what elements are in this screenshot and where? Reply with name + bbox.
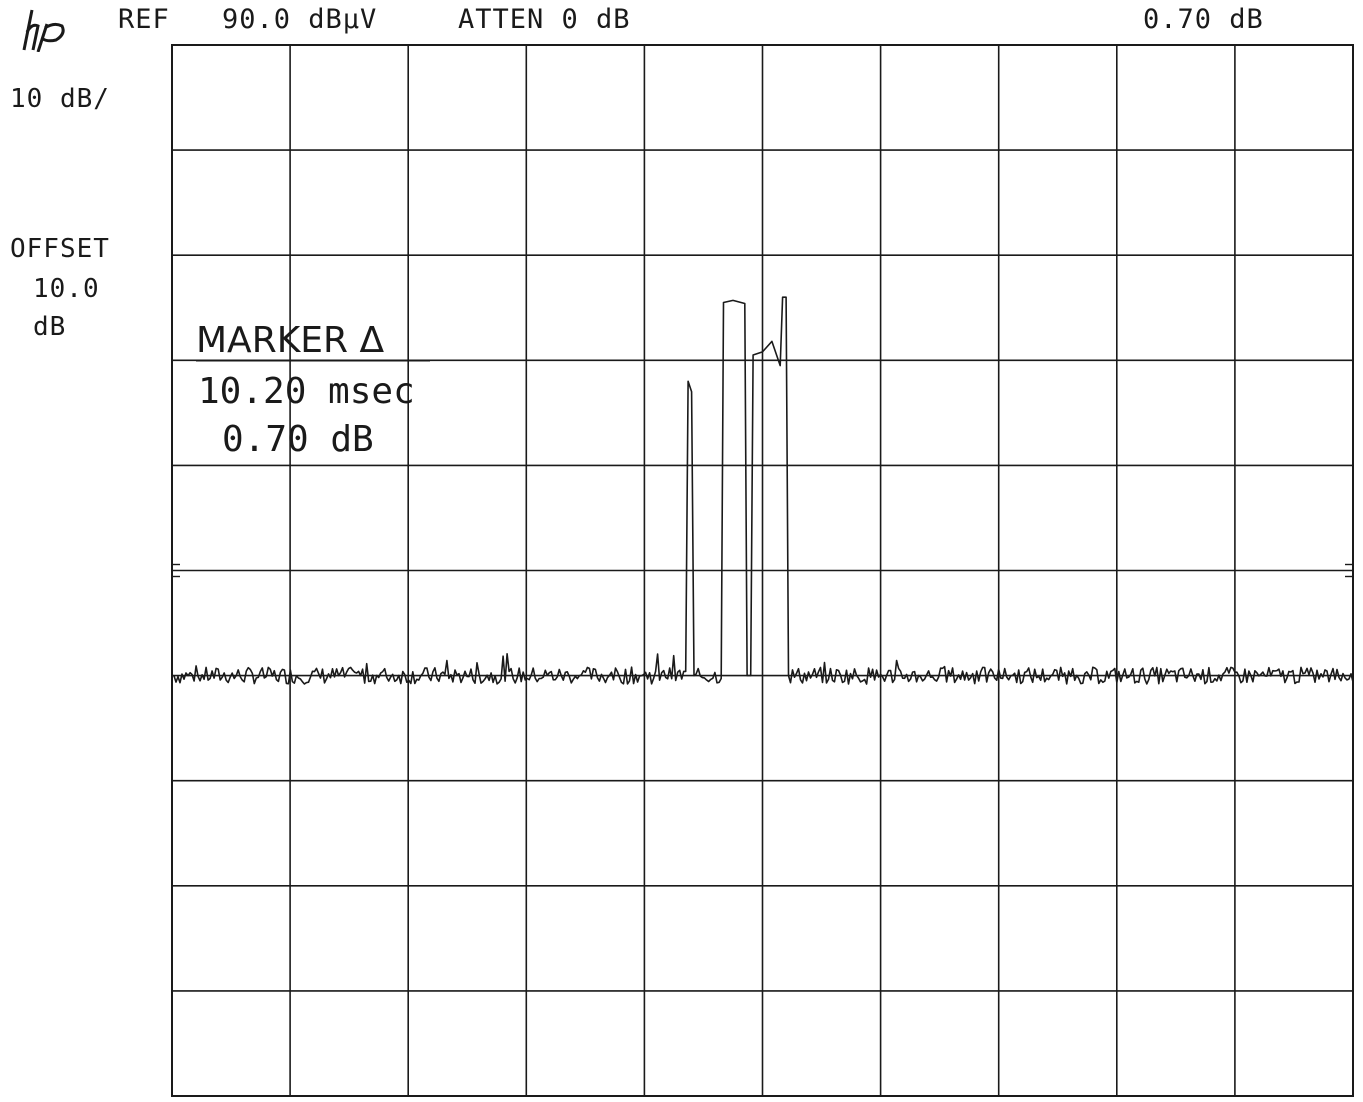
marker-annotation: MARKER Δ 10.20 msec 0.70 dB xyxy=(196,320,430,460)
ref-value: 90.0 dBµV xyxy=(222,4,378,35)
marker-title: MARKER Δ xyxy=(196,320,385,361)
graticule xyxy=(171,44,1354,1097)
ref-label: REF xyxy=(118,4,170,35)
offset-value: 10.0 xyxy=(33,274,100,304)
offset-unit: dB xyxy=(33,312,67,342)
marker-readout: 0.70 dB xyxy=(1143,4,1264,35)
marker-level: 0.70 dB xyxy=(222,419,374,460)
marker-time: 10.20 msec xyxy=(198,371,415,412)
hp-logo-icon xyxy=(22,9,65,52)
offset-label: OFFSET xyxy=(10,234,110,264)
signal-trace xyxy=(171,296,1354,685)
scale-per-division: 10 dB/ xyxy=(10,84,110,114)
attenuation: ATTEN 0 dB xyxy=(458,4,631,35)
edge-tick-marks xyxy=(172,563,1353,578)
